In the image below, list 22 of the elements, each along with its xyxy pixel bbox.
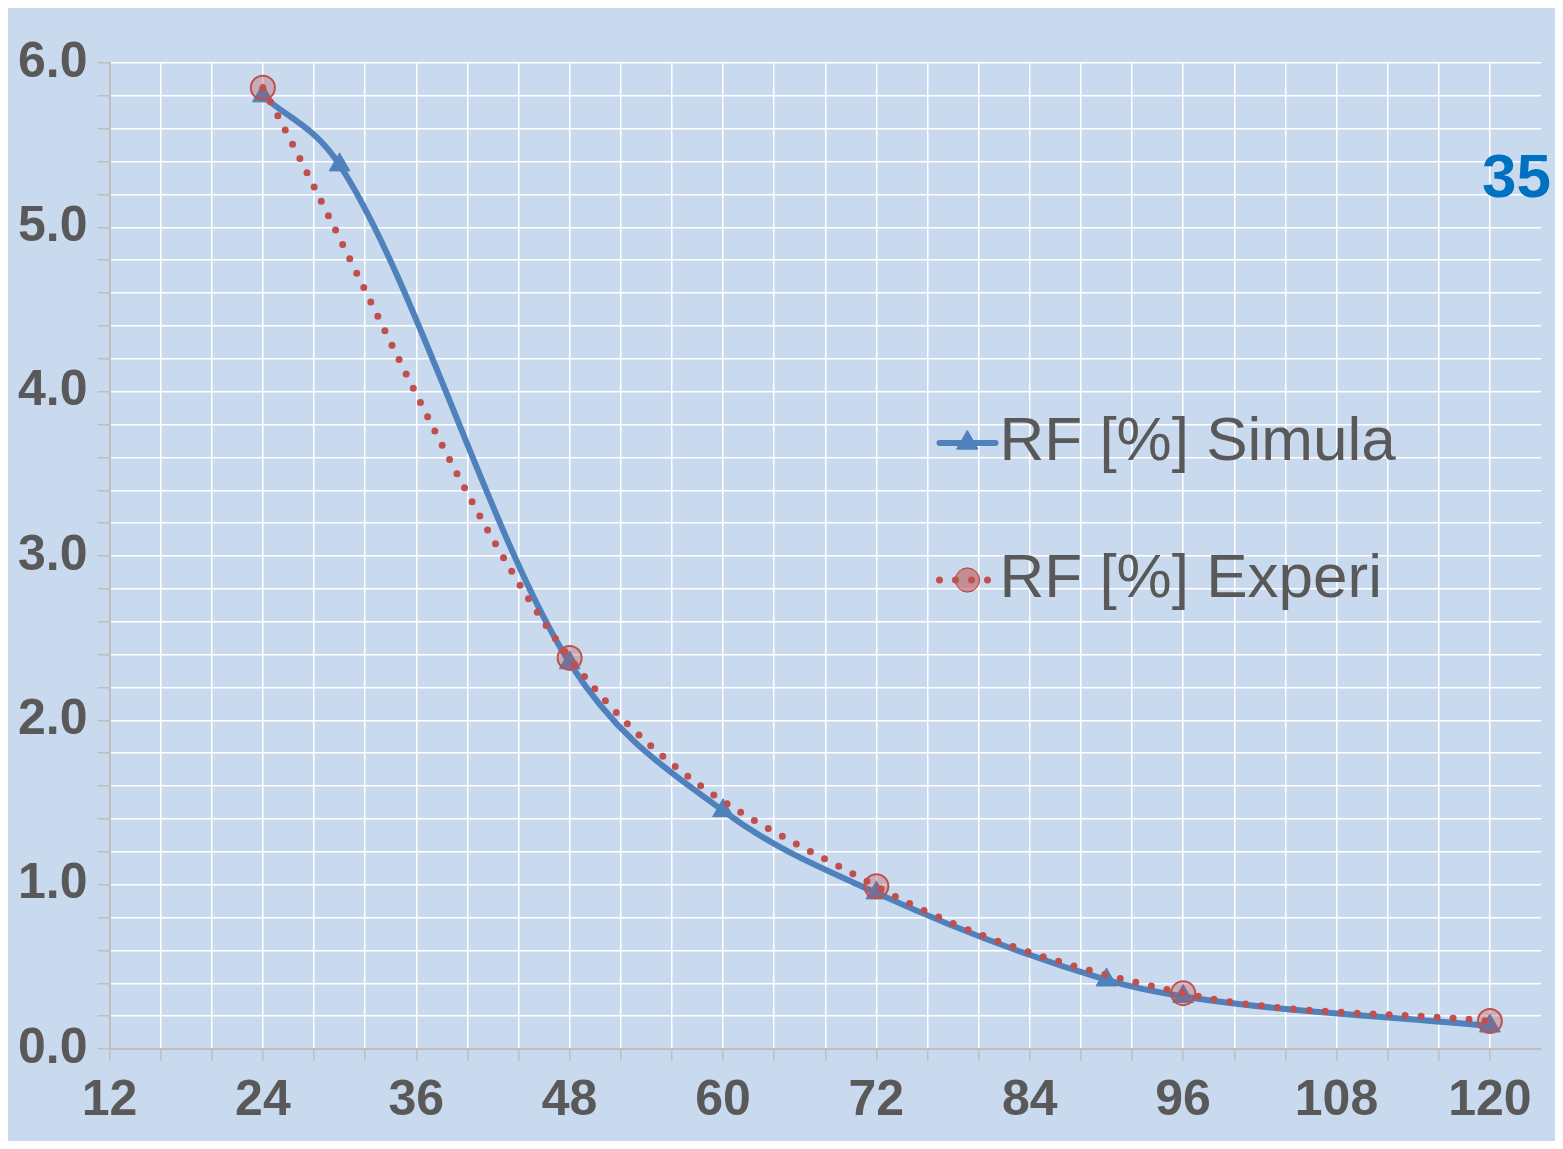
x-tick-label: 108 — [1294, 1069, 1379, 1126]
point — [712, 798, 734, 818]
legend-label: RF [%] Experi — [999, 541, 1382, 611]
point — [328, 152, 351, 172]
point — [1478, 1013, 1501, 1033]
x-tick-label: 24 — [235, 1069, 291, 1126]
x-tick-label: 120 — [1448, 1069, 1532, 1126]
x-tick-label: 72 — [848, 1069, 905, 1126]
x-tick-label: 48 — [541, 1069, 598, 1126]
x-tick-label: 96 — [1155, 1069, 1211, 1126]
legend-label: RF [%] Simula — [999, 404, 1397, 474]
y-tick-label: 5.0 — [17, 196, 88, 253]
x-tick-label: 60 — [695, 1069, 751, 1126]
y-tick-label: 4.0 — [17, 360, 88, 417]
point — [865, 880, 888, 900]
y-tick-label: 3.0 — [17, 524, 88, 581]
x-tick-label: 84 — [1001, 1069, 1058, 1126]
y-tick-label: 6.0 — [17, 31, 88, 88]
y-tick-label: 2.0 — [17, 689, 88, 746]
y-tick-label: 1.0 — [17, 853, 88, 910]
x-tick-label: 36 — [388, 1069, 445, 1126]
annotation: 35 — [1482, 141, 1551, 211]
